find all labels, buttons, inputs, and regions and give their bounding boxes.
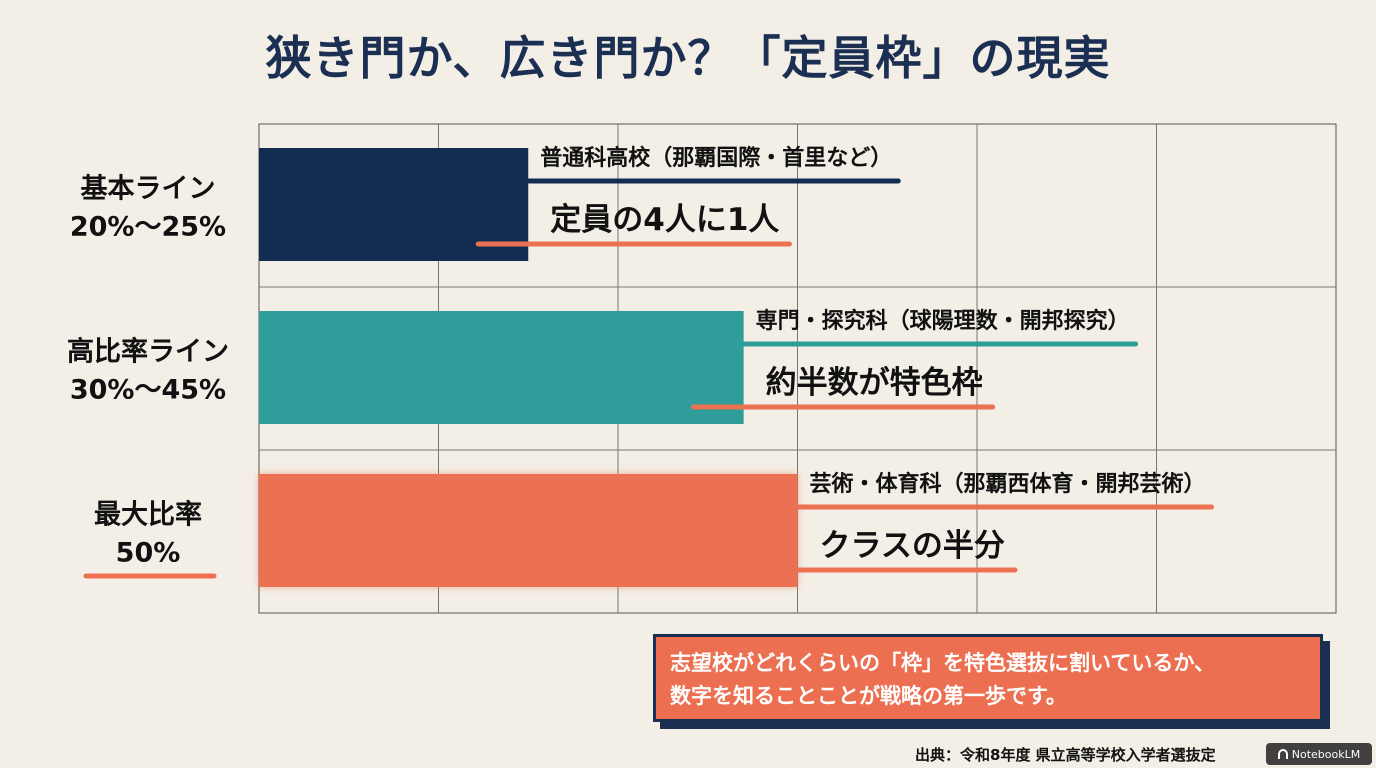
chart-bars bbox=[259, 148, 798, 587]
source-citation: 出典：令和8年度 県立高等学校入学者選抜定 bbox=[915, 746, 1216, 764]
school-type-label: 普通科高校（那覇国際・首里など） bbox=[540, 145, 892, 171]
badge-label: NotebookLM bbox=[1291, 747, 1361, 761]
value-label: 約半数が特色枠 bbox=[766, 365, 983, 401]
notebooklm-badge: NotebookLM bbox=[1266, 743, 1372, 765]
category-label-line1: 基本ライン bbox=[81, 174, 216, 205]
bar-2 bbox=[259, 311, 744, 424]
value-label: クラスの半分 bbox=[820, 528, 1005, 564]
notebooklm-icon bbox=[1277, 749, 1288, 759]
school-type-label: 芸術・体育科（那覇西体育・開邦芸術） bbox=[810, 471, 1206, 497]
chart-labels: 基本ライン 20%〜25% 普通科高校（那覇国際・首里など） 定員の4人に1人高比率ラ… bbox=[67, 145, 1215, 579]
category-label-line1: 高比率ライン bbox=[67, 336, 229, 368]
bar-3 bbox=[259, 474, 798, 587]
school-type-label: 専門・探究科（球陽理数・開邦探究） bbox=[756, 308, 1130, 334]
category-label-line2: 50% bbox=[116, 538, 181, 569]
note-line-2: 数字を知ることことが戦略の第一歩です。 bbox=[670, 684, 1067, 708]
category-label-line2: 30%〜45% bbox=[70, 375, 226, 406]
category-label-line2: 20%〜25% bbox=[70, 212, 226, 243]
note-line-1: 志望校がどれくらいの「枠」を特色選抜に割いているか、 bbox=[670, 651, 1215, 675]
category-label-line1: 最大比率 bbox=[94, 499, 202, 531]
value-label: 定員の4人に1人 bbox=[550, 202, 779, 238]
page-title: 狭き門か、広き門か？「定員枠」の現実 bbox=[265, 31, 1111, 85]
note-box: 志望校がどれくらいの「枠」を特色選抜に割いているか、 数字を知ることことが戦略の… bbox=[653, 634, 1323, 722]
